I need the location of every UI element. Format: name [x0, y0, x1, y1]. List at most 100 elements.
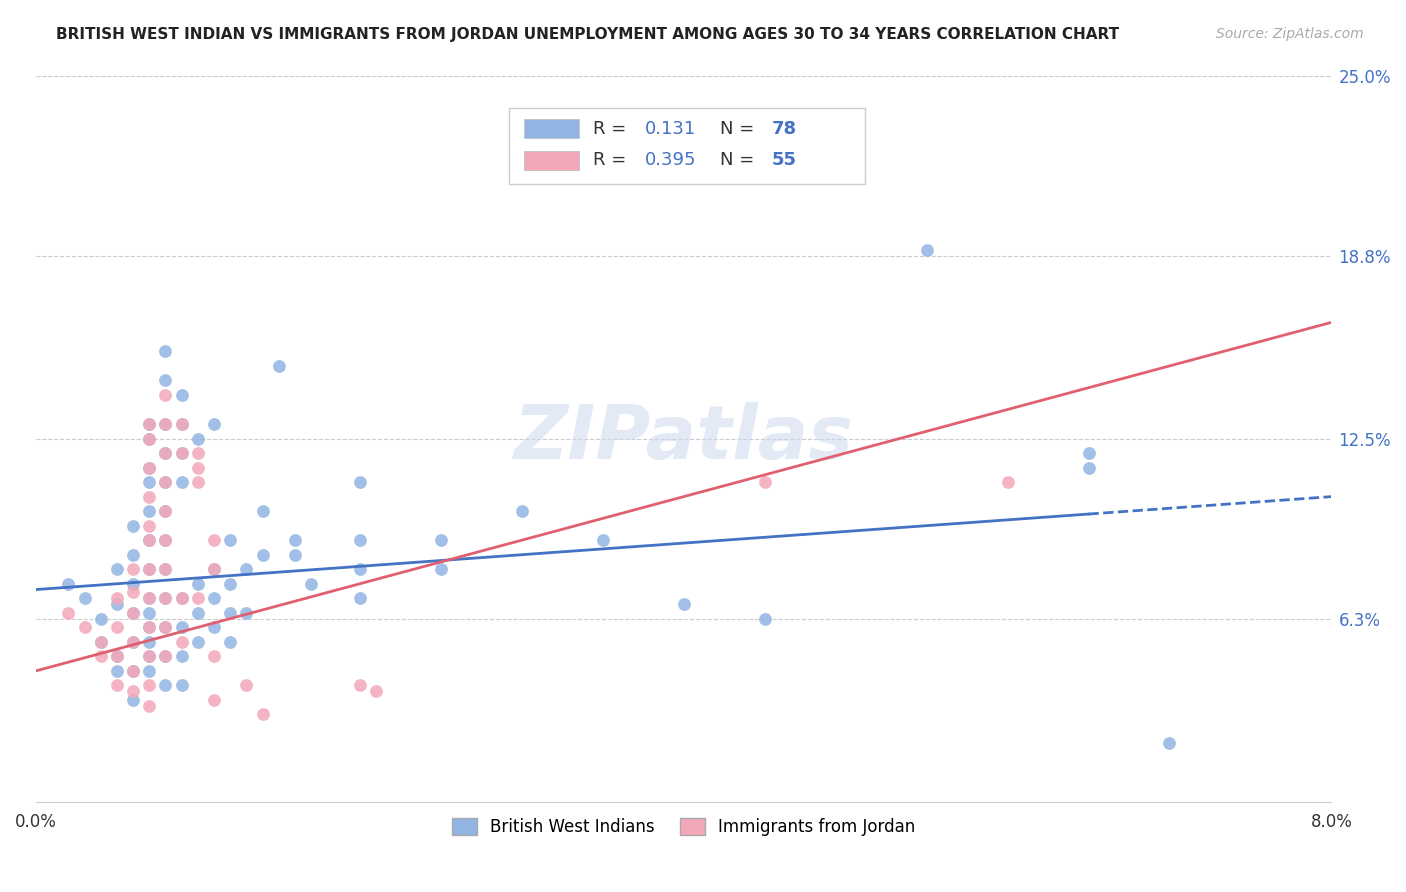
Point [138, 562, 160, 576]
Point [155, 417, 177, 431]
Point [155, 678, 177, 692]
Bar [524, 151, 579, 169]
Point [105, 620, 128, 634]
Point [138, 460, 160, 475]
Point [170, 388, 193, 402]
Point [138, 432, 160, 446]
Point [202, 693, 225, 707]
Point [90, 649, 112, 664]
Point [138, 533, 160, 548]
Point [138, 562, 160, 576]
Point [170, 620, 193, 634]
Point [170, 591, 193, 606]
Point [170, 417, 193, 431]
Point [73, 591, 96, 606]
Point [58, 606, 80, 620]
Text: 78: 78 [772, 120, 797, 137]
Point [187, 591, 209, 606]
Point [122, 664, 145, 678]
Point [138, 533, 160, 548]
Point [187, 432, 209, 446]
Point [138, 698, 160, 713]
Point [155, 446, 177, 460]
Point [219, 533, 242, 548]
Point [122, 518, 145, 533]
Point [202, 649, 225, 664]
Point [122, 635, 145, 649]
Point [284, 548, 307, 562]
Point [122, 635, 145, 649]
Point [138, 460, 160, 475]
Point [138, 475, 160, 489]
Point [187, 475, 209, 489]
Point [349, 562, 371, 576]
Point [187, 606, 209, 620]
Point [915, 243, 938, 257]
Point [510, 504, 533, 518]
Point [138, 620, 160, 634]
Point [187, 446, 209, 460]
Point [299, 576, 322, 591]
Point [138, 606, 160, 620]
Point [138, 649, 160, 664]
Point [155, 504, 177, 518]
Point [219, 606, 242, 620]
Point [252, 548, 274, 562]
Point [1159, 737, 1181, 751]
Point [170, 417, 193, 431]
Point [155, 417, 177, 431]
Point [997, 475, 1019, 489]
Point [672, 597, 695, 611]
Point [202, 591, 225, 606]
Point [155, 620, 177, 634]
Point [138, 518, 160, 533]
Point [122, 585, 145, 599]
Text: 0.131: 0.131 [645, 120, 696, 137]
Point [122, 664, 145, 678]
Point [90, 612, 112, 626]
Text: Source: ZipAtlas.com: Source: ZipAtlas.com [1216, 27, 1364, 41]
Point [90, 635, 112, 649]
Point [138, 591, 160, 606]
Text: N =: N = [720, 120, 754, 137]
Point [155, 649, 177, 664]
Point [170, 678, 193, 692]
Point [187, 576, 209, 591]
Point [138, 635, 160, 649]
Point [252, 504, 274, 518]
Point [155, 344, 177, 359]
Point [155, 620, 177, 634]
Point [122, 576, 145, 591]
Point [122, 606, 145, 620]
Point [122, 548, 145, 562]
Point [235, 678, 257, 692]
Point [105, 649, 128, 664]
Point [155, 591, 177, 606]
Point [122, 606, 145, 620]
Point [349, 678, 371, 692]
Point [138, 490, 160, 504]
FancyBboxPatch shape [509, 108, 865, 185]
Point [90, 635, 112, 649]
Point [105, 562, 128, 576]
Point [1077, 460, 1099, 475]
Point [155, 591, 177, 606]
Point [155, 562, 177, 576]
Point [754, 612, 776, 626]
Point [510, 155, 533, 169]
Point [219, 576, 242, 591]
Text: N =: N = [720, 152, 754, 169]
Point [187, 635, 209, 649]
Legend: British West Indians, Immigrants from Jordan: British West Indians, Immigrants from Jo… [443, 809, 924, 844]
Point [219, 635, 242, 649]
Point [235, 606, 257, 620]
Point [267, 359, 290, 373]
Point [170, 591, 193, 606]
Point [105, 649, 128, 664]
Point [284, 533, 307, 548]
Point [170, 649, 193, 664]
Point [202, 417, 225, 431]
Point [155, 374, 177, 388]
Text: 0.395: 0.395 [645, 152, 696, 169]
Point [202, 562, 225, 576]
